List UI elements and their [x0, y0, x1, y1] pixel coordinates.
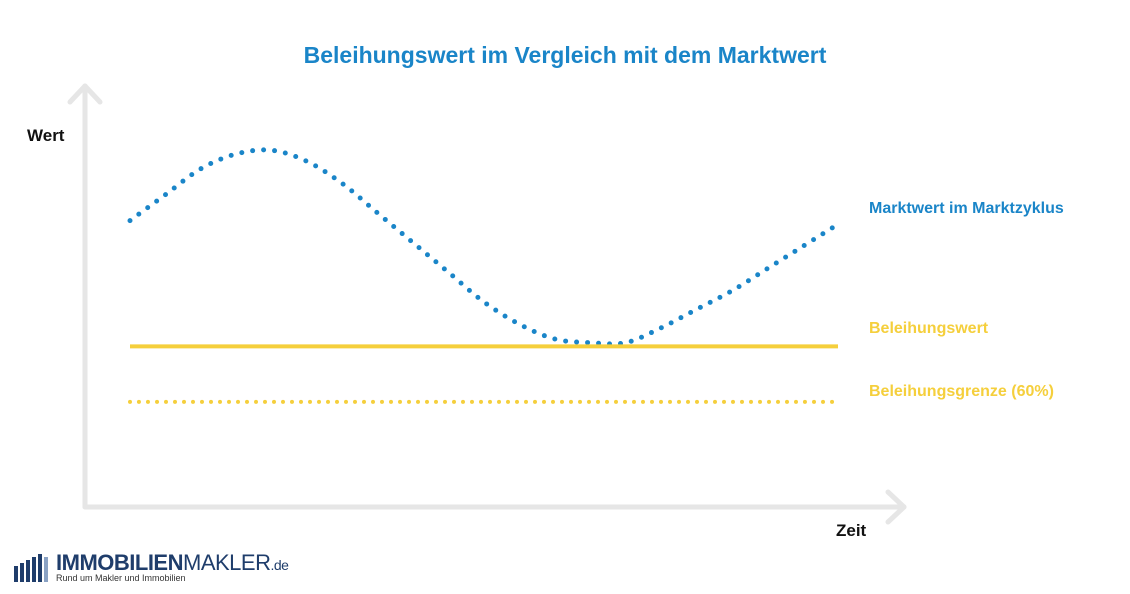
- series-label-beleihungswert: Beleihungswert: [869, 320, 989, 337]
- series-line-0: [127, 147, 841, 347]
- series-label-beleihungsgrenze: Beleihungsgrenze (60%): [869, 383, 1054, 400]
- building-bars-icon: [14, 554, 48, 582]
- x-axis-label: Zeit: [836, 521, 867, 540]
- x-axis-arrow: [885, 489, 907, 525]
- logo-domain: .de: [270, 557, 289, 573]
- logo-tagline: Rund um Makler und Immobilien: [56, 573, 186, 583]
- series-label-marktwert: Marktwert im Marktzyklus: [869, 200, 1064, 217]
- chart-title: Beleihungswert im Vergleich mit dem Mark…: [304, 42, 827, 68]
- logo-name-bold: IMMOBILIEN: [56, 550, 184, 575]
- logo-wordmark: IMMOBILIENMAKLER.de: [56, 550, 289, 577]
- y-axis-label: Wert: [27, 126, 65, 145]
- axes: [67, 83, 907, 525]
- y-axis-arrow: [67, 83, 103, 105]
- brand-logo: IMMOBILIENMAKLER.de Rund um Makler und I…: [14, 551, 314, 585]
- series-layer: [127, 147, 841, 404]
- logo-name-light: MAKLER: [183, 550, 271, 575]
